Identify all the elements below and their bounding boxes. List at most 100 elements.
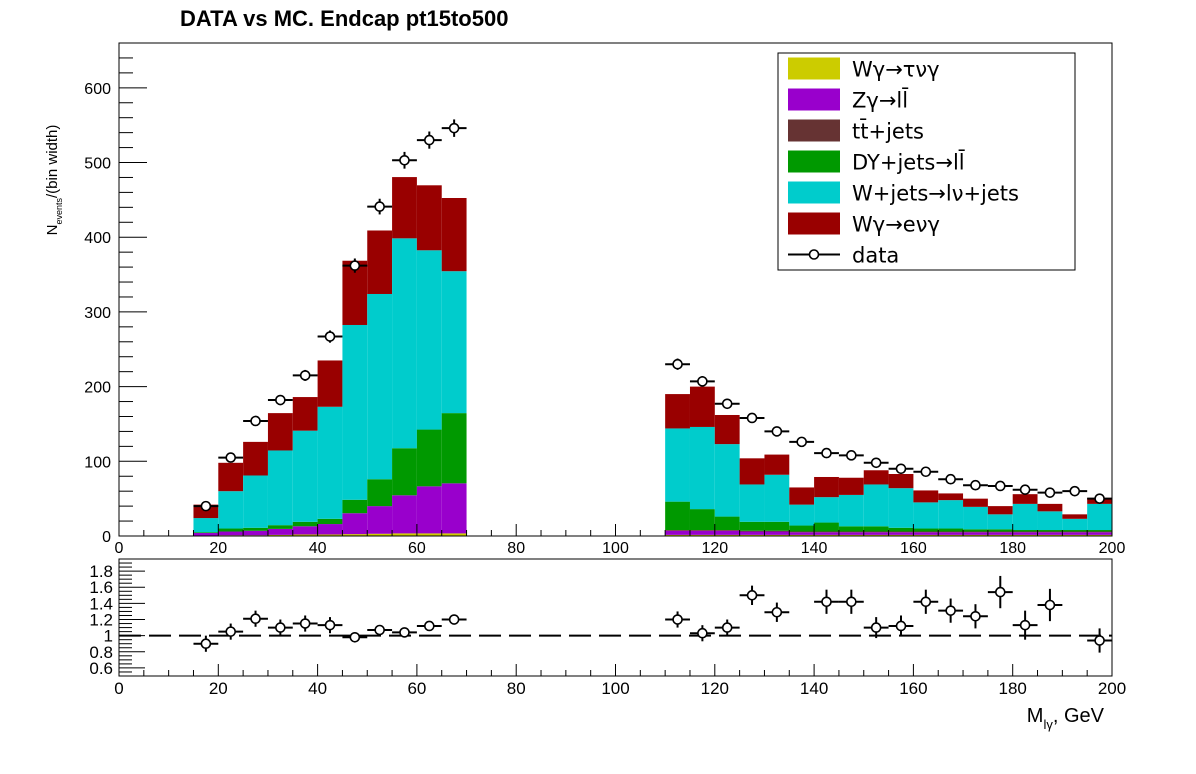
bar-5-bin-170 [963, 498, 988, 507]
ratio-point-110 [672, 614, 683, 625]
ratio-point-155 [895, 620, 907, 632]
y-axis-label: Nevents/(bin width) [44, 125, 64, 236]
bar-3-bin-145 [838, 526, 864, 532]
bar-3-bin-55 [392, 448, 417, 496]
svg-text:Mlγ, GeV: Mlγ, GeV [1027, 705, 1105, 732]
bar-0-bin-45 [342, 534, 368, 536]
bar-4-bin-25 [243, 475, 268, 528]
bar-4-bin-155 [888, 488, 914, 528]
y-tick-label-6: 600 [84, 81, 111, 98]
bar-2-bin-180 [1012, 531, 1038, 533]
x-tick-label-10: 200 [1099, 540, 1126, 557]
bar-5-bin-175 [987, 506, 1013, 515]
ratio-point-30 [275, 622, 286, 633]
ratio-y-axis: 0.60.811.21.41.61.8 [89, 562, 145, 678]
data-point-175 [994, 480, 1006, 492]
bar-4-bin-190 [1062, 518, 1088, 531]
bar-4-bin-45 [342, 324, 368, 500]
bar-0-bin-115 [689, 534, 715, 536]
x-tick-label-3: 60 [408, 540, 426, 557]
bar-3-bin-40 [317, 518, 343, 525]
ratio-point-20 [225, 626, 237, 637]
bar-2-bin-120 [714, 530, 740, 531]
bar-3-bin-15 [193, 532, 219, 534]
bar-3-bin-125 [739, 521, 765, 531]
bar-4-bin-170 [963, 506, 988, 530]
ratio-point-45 [349, 631, 361, 643]
bar-0-bin-50 [367, 533, 393, 536]
ratio-point-175 [994, 586, 1006, 598]
bar-3-bin-160 [913, 528, 939, 532]
data-point-15 [200, 500, 212, 512]
bar-3-bin-120 [714, 516, 740, 531]
bar-2-bin-150 [863, 531, 889, 533]
ratio-point-145 [846, 596, 857, 608]
ratio-point-60 [424, 620, 435, 632]
y-tick-label-4: 400 [84, 230, 111, 247]
bar-0-bin-120 [714, 534, 740, 536]
ratio-point-50 [374, 624, 385, 636]
y-tick-label-3: 300 [84, 305, 111, 322]
bar-0-bin-130 [764, 534, 790, 536]
bar-4-bin-115 [689, 426, 715, 510]
bar-3-bin-135 [789, 525, 815, 532]
bar-5-bin-115 [689, 386, 715, 427]
x-tick-label-0: 0 [115, 540, 124, 557]
x-tick-label-1: 20 [209, 540, 227, 557]
bar-4-bin-140 [814, 497, 839, 523]
ratio-point-130 [771, 606, 783, 618]
bar-4-bin-175 [987, 514, 1013, 530]
bar-1-bin-20 [218, 531, 244, 536]
ratio-x-tick-label-8: 160 [899, 679, 927, 698]
bar-1-bin-160 [913, 532, 939, 535]
x-tick-label-6: 120 [701, 540, 728, 557]
bar-3-bin-150 [863, 526, 889, 532]
bar-1-bin-190 [1062, 532, 1088, 535]
bar-0-bin-155 [888, 534, 914, 536]
bar-1-bin-35 [292, 526, 318, 535]
data-point-55 [399, 154, 410, 166]
bar-4-bin-160 [913, 502, 939, 529]
bar-0-bin-185 [1037, 534, 1063, 536]
y-tick-label-1: 100 [84, 454, 111, 471]
bar-5-bin-20 [218, 462, 244, 492]
ratio-y-tick-label-1: 0.8 [89, 643, 113, 662]
ratio-y-tick-label-6: 1.8 [89, 562, 113, 581]
bar-5-bin-65 [441, 198, 467, 272]
bar-3-bin-155 [888, 527, 914, 532]
chart-title: DATA vs MC. Endcap pt15to500 [180, 6, 508, 31]
bar-2-bin-145 [838, 531, 864, 533]
bar-2-bin-110 [665, 530, 690, 531]
data-point-185 [1044, 487, 1056, 498]
bar-4-bin-165 [938, 500, 964, 529]
bar-1-bin-135 [789, 532, 815, 535]
ratio-point-185 [1044, 599, 1056, 611]
legend-swatch-1 [788, 88, 840, 111]
data-point-35 [299, 370, 311, 381]
bar-1-bin-65 [441, 483, 467, 534]
bar-5-bin-120 [714, 414, 740, 445]
bar-0-bin-170 [963, 534, 988, 536]
data-point-150 [870, 457, 882, 469]
legend-label-6: data [852, 244, 899, 268]
bar-5-bin-40 [317, 360, 343, 407]
bar-1-bin-165 [938, 532, 964, 535]
bar-5-bin-135 [789, 487, 815, 505]
bar-3-bin-175 [987, 529, 1013, 532]
legend: Wγ→τνγ Zγ→ll̄ tt̄+jets DY+jets→ll̄ W+jets→lν… [777, 52, 1076, 271]
legend-label-3: DY+jets→ll̄ [852, 150, 965, 175]
bar-5-bin-180 [1012, 494, 1038, 504]
ratio-x-axis: 0 20 40 60 80 100 120 140 160 180 200 [114, 664, 1126, 698]
legend-swatch-0 [788, 57, 840, 80]
bar-0-bin-35 [292, 534, 318, 536]
ratio-y-tick-label-3: 1.2 [89, 611, 113, 630]
legend-label-5: Wγ→eνγ [852, 213, 940, 237]
bar-4-bin-125 [739, 484, 765, 522]
data-point-65 [448, 122, 460, 134]
bar-5-bin-25 [243, 441, 268, 476]
bar-5-bin-185 [1037, 503, 1063, 512]
bar-3-bin-115 [689, 509, 715, 531]
data-point-155 [895, 463, 907, 475]
bar-5-bin-125 [739, 458, 765, 485]
